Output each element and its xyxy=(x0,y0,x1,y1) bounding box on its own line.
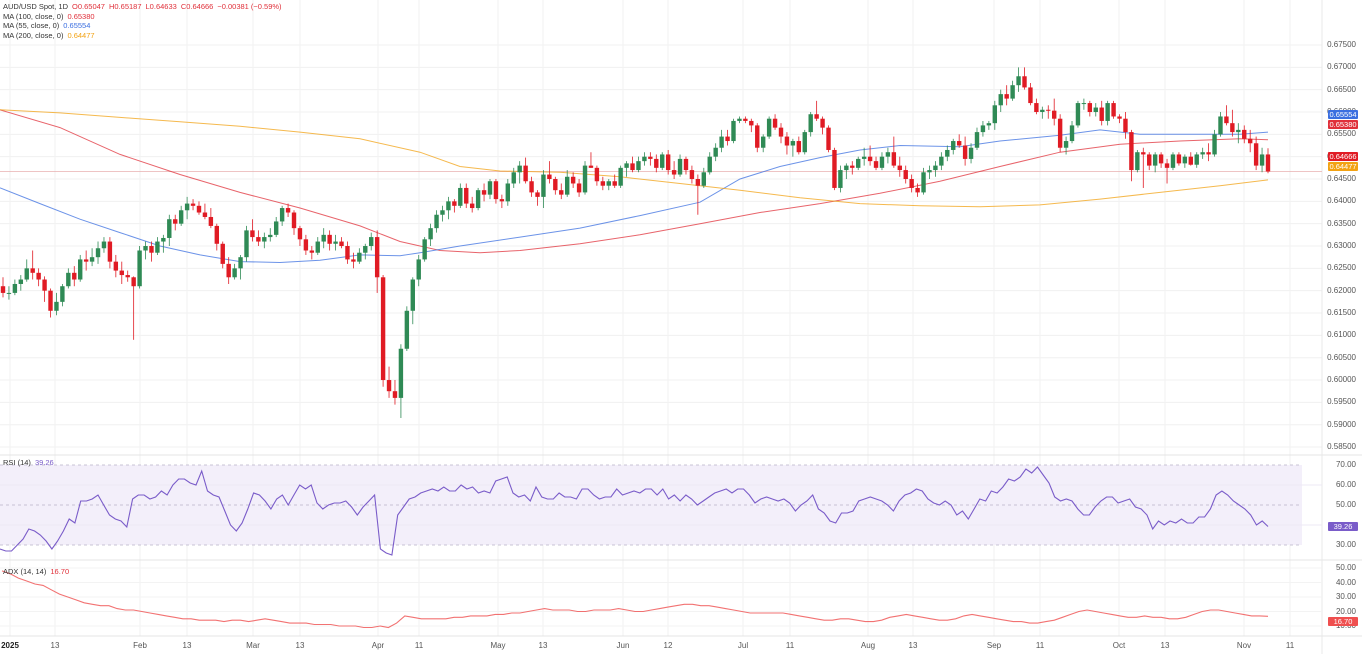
price-tick: 0.59500 xyxy=(1327,397,1356,407)
adx-tick: 10.00 xyxy=(1335,621,1356,630)
ma200-legend[interactable]: MA (200, close, 0) 0.64477 xyxy=(3,30,95,40)
time-tick: Jun xyxy=(616,641,630,650)
time-tick: 13 xyxy=(295,641,305,650)
price-tick: 0.67500 xyxy=(1327,40,1356,49)
price-tick: 0.61000 xyxy=(1327,330,1356,340)
time-tick: 11 xyxy=(414,641,424,650)
time-tick: 11 xyxy=(785,641,795,650)
adx-tick: 40.00 xyxy=(1335,577,1356,587)
time-tick: Oct xyxy=(1112,641,1126,650)
price-tick: 0.60000 xyxy=(1327,375,1356,385)
close-value: C0.64666 xyxy=(180,2,214,11)
price-tick: 0.60500 xyxy=(1327,352,1356,362)
time-tick: 13 xyxy=(908,641,918,650)
high-value: H0.65187 xyxy=(108,2,142,11)
price-tick: 0.67000 xyxy=(1327,62,1356,72)
time-tick: Aug xyxy=(860,641,876,650)
time-tick: 13 xyxy=(182,641,192,650)
rsi-value-badge: 39.26 xyxy=(1328,521,1358,531)
time-tick: Sep xyxy=(986,641,1002,650)
price-tick: 0.62000 xyxy=(1327,285,1356,295)
price-legend: AUD/USD Spot, 1D O0.65047 H0.65187 L0.64633… xyxy=(3,2,286,40)
adx-legend[interactable]: ADX (14, 14) 16.70 xyxy=(3,567,70,576)
adx-tick: 50.00 xyxy=(1335,563,1356,572)
open-value: O0.65047 xyxy=(72,2,105,11)
price-tick: 0.61500 xyxy=(1327,308,1356,318)
price-tick: 0.63500 xyxy=(1327,218,1356,228)
rsi-tick: 60.00 xyxy=(1335,480,1356,489)
ohlc-row: AUD/USD Spot, 1D O0.65047 H0.65187 L0.64633… xyxy=(3,2,286,12)
price-tick: 0.62500 xyxy=(1327,263,1356,273)
low-value: L0.64633 xyxy=(145,2,177,11)
adx-tick: 30.00 xyxy=(1335,592,1356,601)
price-tick: 0.66500 xyxy=(1327,84,1356,94)
ma100-legend[interactable]: MA (100, close, 0) 0.65380 xyxy=(3,11,95,21)
price-tick: 0.63000 xyxy=(1327,241,1356,250)
time-tick: Feb xyxy=(133,641,147,650)
ma55-legend[interactable]: MA (55, close, 0) 0.65554 xyxy=(3,21,91,30)
time-tick: 13 xyxy=(538,641,548,650)
time-tick: Nov xyxy=(1236,641,1252,650)
price-tick: 0.58500 xyxy=(1327,442,1356,452)
ma200-price-badge: 0.64477 xyxy=(1328,161,1358,171)
rsi-tick: 70.00 xyxy=(1335,460,1356,469)
adx-value-badge: 16.70 xyxy=(1328,616,1358,626)
ma55-price-badge: 0.65554 xyxy=(1328,109,1358,119)
time-tick: Mar xyxy=(246,641,260,650)
symbol-label: AUD/USD Spot, 1D xyxy=(3,2,69,11)
ma100-price-badge: 0.65380 xyxy=(1328,119,1358,129)
time-tick: 2025 xyxy=(1,641,19,650)
price-tick: 0.65500 xyxy=(1327,129,1356,139)
time-tick: May xyxy=(490,641,506,650)
time-tick: Apr xyxy=(371,641,385,650)
time-tick: 11 xyxy=(1285,641,1295,650)
time-tick: 12 xyxy=(663,641,673,650)
time-tick: Jul xyxy=(737,641,749,650)
time-tick: 13 xyxy=(1160,641,1170,650)
time-tick: 13 xyxy=(50,641,60,650)
last-price-badge: 0.64666 xyxy=(1328,151,1358,161)
rsi-tick: 50.00 xyxy=(1335,500,1356,509)
price-tick: 0.64500 xyxy=(1327,174,1356,183)
rsi-legend[interactable]: RSI (14) 39.26 xyxy=(3,458,54,467)
time-tick: 11 xyxy=(1035,641,1045,650)
change-value: −0.00381 (−0.59%) xyxy=(217,2,282,11)
rsi-tick: 30.00 xyxy=(1335,540,1356,549)
adx-tick: 20.00 xyxy=(1335,606,1356,616)
price-tick: 0.59000 xyxy=(1327,419,1356,429)
price-tick: 0.64000 xyxy=(1327,196,1356,206)
